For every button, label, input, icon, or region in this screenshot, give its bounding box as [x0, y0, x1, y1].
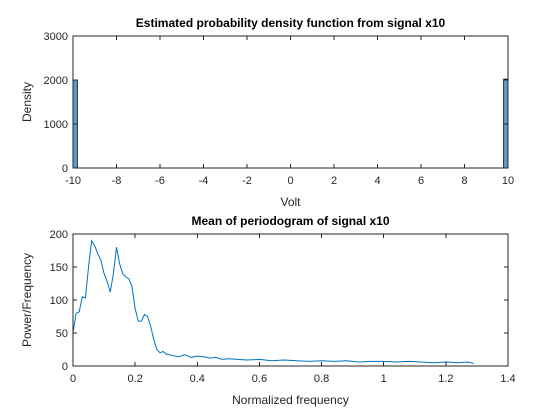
- top-chart-x-label: Volt: [280, 195, 301, 209]
- bottom-chart-axes: [73, 234, 508, 366]
- x-tick-label: 4: [374, 175, 380, 187]
- bottom-chart-series-line: [73, 241, 474, 364]
- x-tick-label: 6: [418, 175, 424, 187]
- top-chart-y-ticks: 0 1000 2000 3000: [44, 31, 508, 175]
- bottom-chart-y-label: Power/Frequency: [20, 253, 34, 347]
- x-tick-label: 0.6: [252, 373, 267, 385]
- x-tick-label: -6: [155, 175, 165, 187]
- x-tick-label: 0.4: [190, 373, 205, 385]
- bottom-chart: Mean of periodogram of signal x10 0 0.2 0.…: [20, 214, 516, 407]
- x-tick-label: 8: [461, 175, 467, 187]
- x-tick-label: -10: [65, 175, 81, 187]
- top-chart-title: Estimated probability density function f…: [136, 16, 446, 30]
- x-tick-label: -2: [242, 175, 252, 187]
- x-tick-label: 0: [287, 175, 293, 187]
- y-tick-label: 100: [50, 295, 68, 307]
- x-tick-label: 0.8: [314, 373, 329, 385]
- x-tick-label: -8: [112, 175, 122, 187]
- x-tick-label: 0: [70, 373, 76, 385]
- x-tick-label: 1: [381, 373, 387, 385]
- bottom-chart-y-ticks: 0 50 100 150 200: [50, 229, 508, 373]
- bottom-chart-x-label: Normalized frequency: [232, 393, 349, 407]
- top-chart-x-ticks: -10 -8 -6 -4 -2 0 2 4 6 8 10: [65, 36, 514, 187]
- x-tick-label: 0.2: [127, 373, 142, 385]
- bottom-chart-title: Mean of periodogram of signal x10: [191, 214, 389, 228]
- y-tick-label: 0: [62, 361, 68, 373]
- y-tick-label: 200: [50, 229, 68, 241]
- y-tick-label: 150: [50, 262, 68, 274]
- top-chart-y-label: Density: [20, 82, 34, 122]
- top-chart-axes: [73, 36, 508, 168]
- x-tick-label: 10: [502, 175, 514, 187]
- top-chart-bars: [73, 79, 508, 168]
- y-tick-label: 1000: [44, 119, 68, 131]
- y-tick-label: 50: [56, 328, 68, 340]
- x-tick-label: 1.2: [438, 373, 453, 385]
- x-tick-label: -4: [199, 175, 209, 187]
- y-tick-label: 0: [62, 163, 68, 175]
- y-tick-label: 3000: [44, 31, 68, 43]
- y-tick-label: 2000: [44, 75, 68, 87]
- top-chart: Estimated probability density function f…: [20, 16, 514, 209]
- x-tick-label: 2: [331, 175, 337, 187]
- x-tick-label: 1.4: [500, 373, 515, 385]
